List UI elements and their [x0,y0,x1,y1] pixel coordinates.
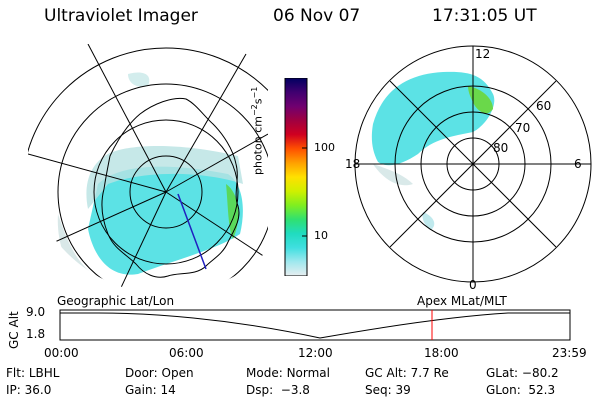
mlt-emission-diffuse [373,164,413,186]
right-panel-caption: Apex MLat/MLT [417,294,507,308]
timeline-x-tick-0000: 00:00 [44,346,79,360]
timeline-x-tick-1200: 12:00 [298,346,333,360]
mlat-label-80: 80 [493,141,508,155]
status-door: Door: Open [125,366,194,380]
latitude-circles [28,44,268,294]
status-glat: GLat: −80.2 [486,366,559,380]
colorbar-unit-label: photon cm−2s−1 [250,86,265,175]
mlat-label-70: 70 [515,121,530,135]
mlt-emission-main [371,71,495,166]
mlt-spokes [355,46,591,282]
altitude-curve [60,312,570,339]
status-glon: GLon: 52.3 [486,383,556,397]
status-gc-alt: GC Alt: 7.7 Re [365,366,449,380]
status-seq: Seq: 39 [365,383,411,397]
timeline-y-tick-high: 9.0 [26,305,46,319]
left-panel-caption: Geographic Lat/Lon [57,294,175,308]
status-mode: Mode: Normal [246,366,330,380]
longitude-lines [28,44,268,294]
timeline-x-tick-0600: 06:00 [169,346,204,360]
satellite-track [177,193,207,270]
instrument-title: Ultraviolet Imager [44,6,198,26]
colorbar-tick-10: 10 [314,229,328,242]
mlt-label-18: 18 [345,157,360,171]
mlt-label-6: 6 [574,157,582,171]
status-filter: Flt: LBHL [6,366,60,380]
timeline-y-tick-low: 1.8 [26,327,46,341]
emission-region-green [226,184,239,239]
timeline-y-axis-label: GC Alt [7,311,21,349]
altitude-timeline-plot [59,309,571,341]
antarctica-coastline [101,97,240,278]
emission-patch-top [128,72,150,87]
timeline-x-tick-1800: 18:00 [424,346,459,360]
mlt-emission-patch [422,212,435,230]
mlat-label-60: 60 [536,99,551,113]
status-gain: Gain: 14 [125,383,176,397]
mlt-label-12: 12 [475,47,490,61]
status-dsp: Dsp: −3.8 [246,383,310,397]
time-label: 17:31:05 UT [432,6,537,26]
geographic-image-panel [28,44,268,294]
mlt-emission-green [468,86,493,114]
timeline-x-tick-2359: 23:59 [552,346,587,360]
mlat-mlt-plot: 12 18 6 0 60 70 80 [345,45,592,292]
emission-region-diffuse [86,146,243,209]
mlt-label-0: 0 [469,278,477,292]
date-label: 06 Nov 07 [273,6,361,26]
emission-region-main [88,166,243,275]
colorbar-tick-100: 100 [314,141,335,154]
colorbar [284,78,308,276]
status-ip: IP: 36.0 [6,383,52,397]
